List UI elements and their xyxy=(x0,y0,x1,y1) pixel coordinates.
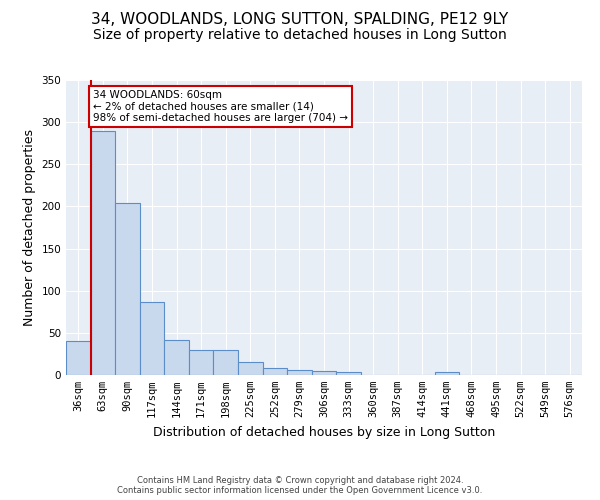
Text: Size of property relative to detached houses in Long Sutton: Size of property relative to detached ho… xyxy=(93,28,507,42)
Text: Contains HM Land Registry data © Crown copyright and database right 2024.
Contai: Contains HM Land Registry data © Crown c… xyxy=(118,476,482,495)
Y-axis label: Number of detached properties: Number of detached properties xyxy=(23,129,36,326)
Bar xyxy=(164,340,189,375)
Bar xyxy=(189,350,214,375)
Bar xyxy=(214,350,238,375)
X-axis label: Distribution of detached houses by size in Long Sutton: Distribution of detached houses by size … xyxy=(153,426,495,438)
Bar xyxy=(115,203,140,375)
Bar xyxy=(312,371,336,375)
Bar xyxy=(140,302,164,375)
Bar xyxy=(336,372,361,375)
Bar xyxy=(434,372,459,375)
Bar xyxy=(263,368,287,375)
Text: 34, WOODLANDS, LONG SUTTON, SPALDING, PE12 9LY: 34, WOODLANDS, LONG SUTTON, SPALDING, PE… xyxy=(91,12,509,28)
Bar xyxy=(287,370,312,375)
Text: 34 WOODLANDS: 60sqm
← 2% of detached houses are smaller (14)
98% of semi-detache: 34 WOODLANDS: 60sqm ← 2% of detached hou… xyxy=(93,90,348,124)
Bar xyxy=(238,362,263,375)
Bar xyxy=(91,130,115,375)
Bar xyxy=(66,342,91,375)
